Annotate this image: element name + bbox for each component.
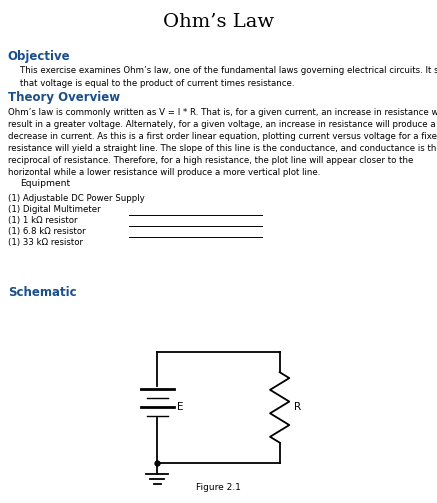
Text: Ohm’s law is commonly written as V = I * R. That is, for a given current, an inc: Ohm’s law is commonly written as V = I *…: [8, 108, 437, 178]
Text: (1) Digital Multimeter: (1) Digital Multimeter: [8, 205, 101, 214]
Text: (1) 33 kΩ resistor: (1) 33 kΩ resistor: [8, 238, 83, 247]
Text: Theory Overview: Theory Overview: [8, 91, 120, 104]
Text: (1) 1 kΩ resistor: (1) 1 kΩ resistor: [8, 216, 77, 225]
Text: (1) Adjustable DC Power Supply: (1) Adjustable DC Power Supply: [8, 194, 145, 203]
Text: Schematic: Schematic: [8, 286, 76, 299]
Text: E: E: [177, 402, 184, 412]
Text: Figure 2.1: Figure 2.1: [196, 483, 241, 492]
Text: Equipment: Equipment: [20, 179, 70, 188]
Text: This exercise examines Ohm’s law, one of the fundamental laws governing electric: This exercise examines Ohm’s law, one of…: [20, 66, 437, 88]
Text: (1) 6.8 kΩ resistor: (1) 6.8 kΩ resistor: [8, 227, 86, 236]
Text: Objective: Objective: [8, 50, 70, 63]
Text: Ohm’s Law: Ohm’s Law: [163, 13, 274, 31]
Text: R: R: [294, 402, 301, 412]
